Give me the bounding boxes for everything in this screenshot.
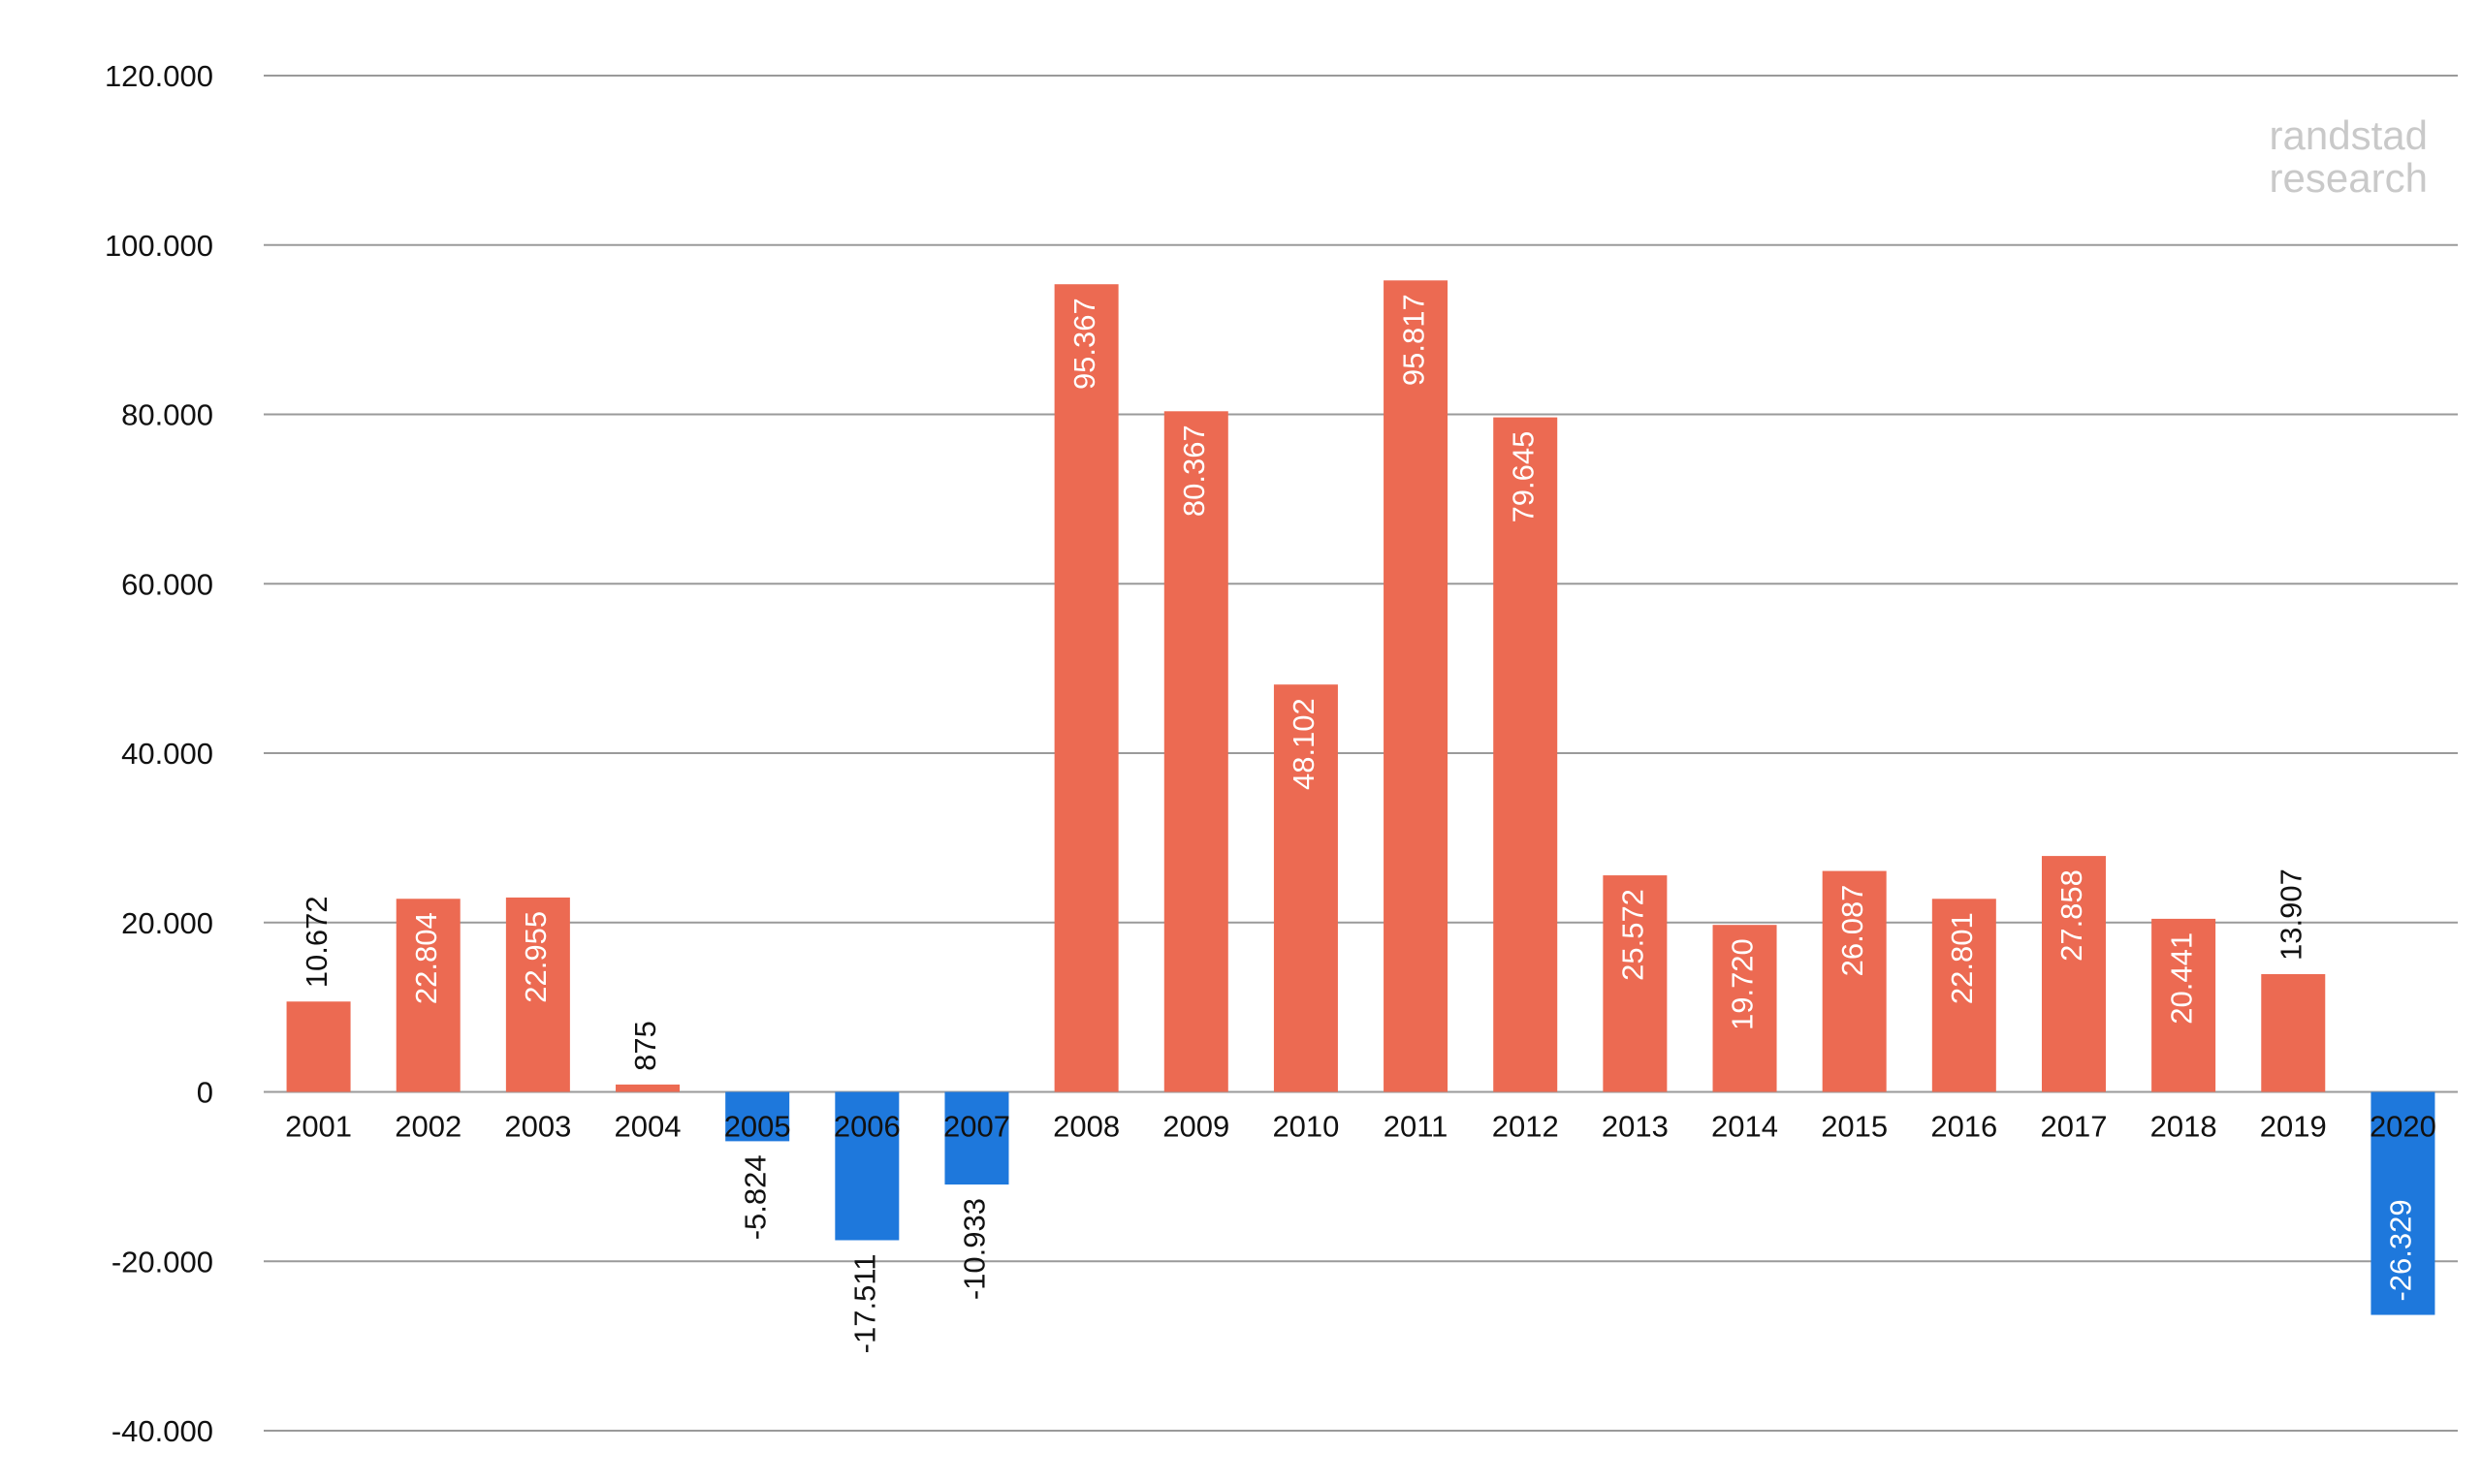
data-label: -5.824 [738,1154,772,1240]
watermark: randstad research [2270,114,2428,200]
data-label: 875 [628,1021,662,1071]
x-tick-label: 2012 [1492,1110,1559,1144]
x-tick-label: 2007 [943,1110,1010,1144]
data-labels: 10.672 22.804 22.955 875 -5.824 -17.511 -10.93… [300,294,2418,1353]
x-axis-tick-labels: 2001 2002 2003 2004 2005 2006 2007 2008 2009 2010… [285,1110,2436,1144]
bar [944,1091,1009,1185]
bar [396,899,461,1092]
data-label: 13.907 [2274,868,2307,961]
data-label: 19.720 [1726,938,1760,1030]
bar [1273,684,1338,1092]
x-tick-label: 2016 [1930,1110,1997,1144]
watermark-line-1: randstad [2269,112,2428,158]
y-tick-label: 40.000 [121,737,213,771]
bar [1493,417,1558,1092]
bar [286,1001,351,1092]
bar [1054,284,1119,1092]
x-tick-label: 2004 [615,1110,682,1144]
x-tick-label: 2005 [724,1110,791,1144]
x-tick-label: 2014 [1711,1110,1778,1144]
data-label: -26.329 [2384,1199,2418,1301]
y-tick-label: 0 [197,1076,213,1110]
data-label: -17.511 [848,1254,882,1354]
bar [2371,1091,2435,1315]
bar [1712,925,1777,1092]
x-tick-label: 2009 [1162,1110,1229,1144]
y-tick-label: 80.000 [121,398,213,432]
bar [2041,856,2106,1092]
data-label: 20.441 [2164,932,2198,1025]
y-tick-label: -20.000 [111,1245,213,1279]
x-tick-label: 2003 [504,1110,571,1144]
bar [1384,280,1448,1092]
bar [1163,411,1228,1092]
x-tick-label: 2019 [2260,1110,2327,1144]
data-label: 22.801 [1945,912,1979,1004]
data-label: 27.858 [2054,869,2088,962]
x-tick-label: 2010 [1272,1110,1339,1144]
data-label: 95.367 [1067,298,1101,390]
y-tick-label: -40.000 [111,1414,213,1448]
y-tick-label: 120.000 [105,59,213,93]
bar [1603,875,1668,1092]
x-tick-label: 2011 [1384,1110,1448,1144]
data-label: 26.087 [1835,885,1869,977]
x-tick-label: 2020 [2370,1110,2436,1144]
bar [1822,870,1887,1092]
watermark-line-2: research [2269,155,2428,201]
x-tick-label: 2001 [285,1110,352,1144]
bar [725,1091,790,1142]
y-tick-label: 20.000 [121,906,213,940]
x-tick-label: 2013 [1602,1110,1669,1144]
data-label: 80.367 [1177,425,1211,517]
x-tick-label: 2017 [2040,1110,2107,1144]
y-tick-label: 60.000 [121,567,213,601]
data-label: 10.672 [300,896,334,988]
data-label: 79.645 [1506,431,1540,523]
bar [2261,973,2326,1092]
data-label: 22.804 [409,912,443,1004]
x-tick-label: 2015 [1821,1110,1888,1144]
bar [2151,918,2216,1092]
bars [286,280,2435,1315]
data-label: 22.955 [519,911,553,1003]
y-axis-tick-labels: -40.000 -20.000 0 20.000 40.000 60.000 80.000 1… [105,59,213,1448]
data-label: 48.102 [1287,698,1321,790]
bar [835,1091,900,1241]
y-tick-label: 100.000 [105,229,213,263]
bar [1931,899,1996,1092]
data-label: 25.572 [1616,889,1650,981]
x-tick-label: 2018 [2150,1110,2217,1144]
bar [505,897,570,1092]
x-tick-label: 2002 [395,1110,461,1144]
data-label: -10.933 [958,1198,992,1300]
data-label: 95.817 [1396,294,1430,386]
x-tick-label: 2008 [1053,1110,1120,1144]
x-tick-label: 2006 [834,1110,901,1144]
gridlines [264,75,2458,1432]
bar [616,1084,681,1092]
